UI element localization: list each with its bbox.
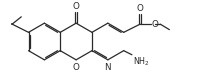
Text: NH$_2$: NH$_2$ (133, 56, 150, 68)
Text: N: N (105, 63, 111, 72)
Text: O: O (137, 4, 144, 13)
Text: O: O (73, 63, 80, 72)
Text: O: O (152, 20, 159, 29)
Text: O: O (73, 2, 80, 11)
